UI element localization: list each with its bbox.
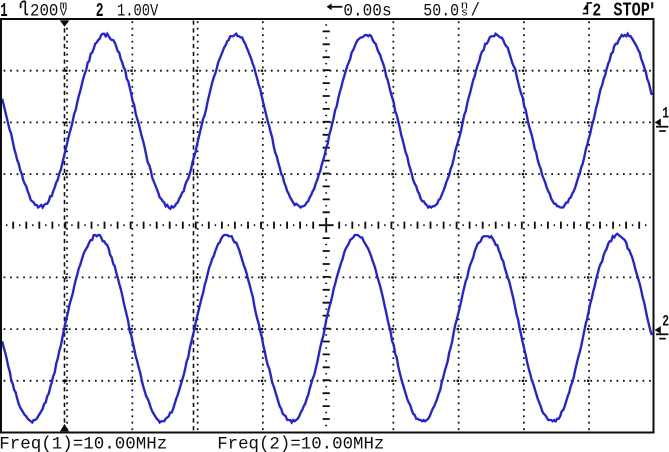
svg-text:m: m	[60, 0, 68, 12]
svg-text:Freq(1)=10.00MHz: Freq(1)=10.00MHz	[0, 435, 167, 452]
svg-text:2: 2	[96, 0, 104, 22]
svg-text:1: 1	[662, 105, 669, 123]
svg-text:STOP: STOP	[613, 0, 649, 21]
svg-text:0.00s: 0.00s	[343, 1, 391, 21]
svg-text:V: V	[60, 8, 67, 20]
svg-text:n: n	[461, 0, 469, 12]
svg-text:50.0: 50.0	[423, 1, 459, 21]
svg-text:Freq(2)=10.00MHz: Freq(2)=10.00MHz	[217, 435, 384, 452]
svg-text:1.00V: 1.00V	[117, 1, 159, 21]
svg-text:/: /	[471, 1, 480, 21]
svg-text:2: 2	[592, 1, 601, 22]
svg-text:s: s	[461, 8, 468, 20]
svg-text:1: 1	[0, 0, 7, 22]
svg-text:2: 2	[662, 313, 669, 331]
svg-text:200: 200	[30, 1, 58, 21]
